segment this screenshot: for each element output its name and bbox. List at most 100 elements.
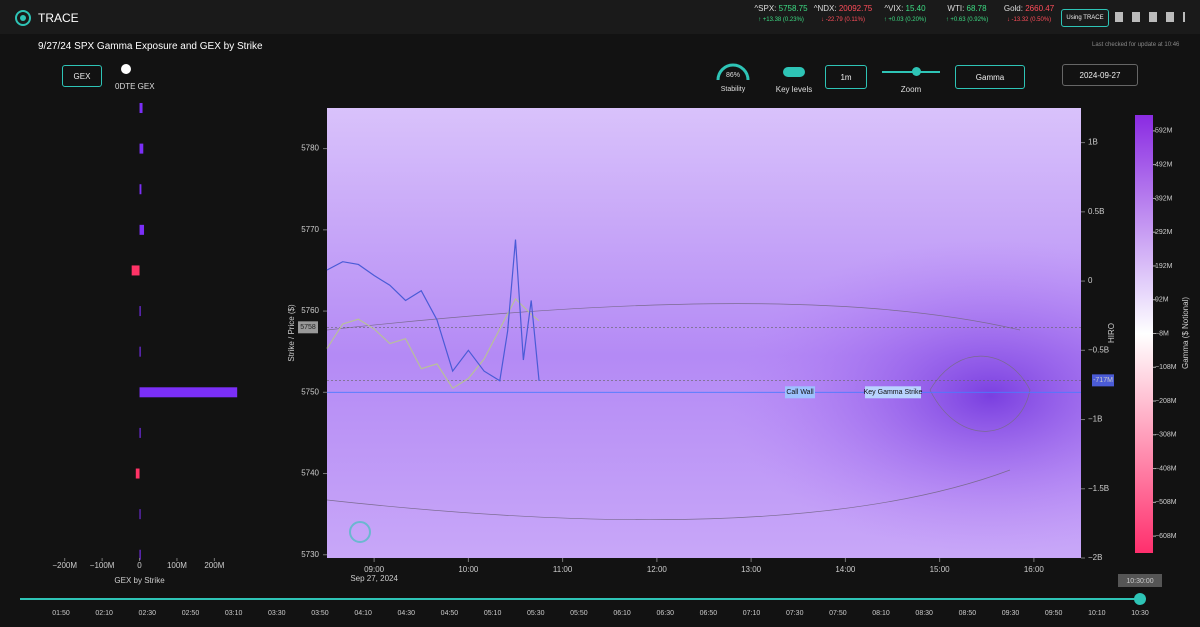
- y-tick-label: 5730: [301, 550, 319, 559]
- y2-tick-label: −1B: [1088, 415, 1102, 424]
- y-tick-label: 5750: [301, 387, 319, 396]
- colorbar: [1135, 115, 1153, 553]
- view-select[interactable]: Gamma: [955, 65, 1025, 89]
- gex-tick-label: 100M: [167, 561, 187, 570]
- timeline-label: 04:50: [441, 610, 459, 617]
- contours: [326, 303, 1031, 521]
- timeline-label: 02:50: [182, 610, 200, 617]
- hiro-line: [326, 239, 540, 382]
- key-gamma-box: [865, 386, 921, 399]
- colorbar-tick-label: 92M: [1155, 297, 1169, 304]
- gex-bar: [139, 224, 145, 235]
- timeline-label: 08:50: [959, 610, 977, 617]
- timeline-label: 05:10: [484, 610, 502, 617]
- date-input[interactable]: 2024-09-27: [1062, 64, 1138, 86]
- ticker-change: ↓ -13.32 (0.50%): [1006, 17, 1052, 23]
- x-tick-label: 09:00: [364, 565, 385, 574]
- icons[interactable]: [1115, 12, 1185, 22]
- timeline-label: 02:30: [139, 610, 157, 617]
- colorbar-tick-label: −308M: [1155, 432, 1177, 439]
- colorbar-label: Gamma ($ Notional): [1181, 297, 1190, 369]
- hiro-label: -717M: [1093, 377, 1113, 384]
- gex-tick-label: −100M: [90, 561, 115, 570]
- timeline-label: 06:10: [613, 610, 631, 617]
- gex-bar: [139, 427, 141, 438]
- colorbar-tick-label: −8M: [1155, 330, 1169, 337]
- interval-select[interactable]: 1m: [825, 65, 867, 89]
- key-levels-toggle[interactable]: [783, 67, 805, 77]
- gex-tick-label: −200M: [52, 561, 77, 570]
- y-tick-label: 5780: [301, 144, 319, 153]
- gex-bar: [139, 387, 238, 398]
- timeline-track[interactable]: [20, 598, 1140, 600]
- stability-label: Stability: [720, 86, 746, 93]
- gex-bar: [139, 184, 142, 195]
- timeline-label: 06:30: [656, 610, 674, 617]
- timeline-knob[interactable]: [1134, 593, 1146, 605]
- title: 9/27/24 SPX Gamma Exposure and GEX by St…: [38, 41, 263, 52]
- last-checked: Last checked for update at 10:46: [1092, 42, 1180, 48]
- toggle[interactable]: [121, 64, 131, 74]
- colorbar-tick-label: −508M: [1155, 499, 1177, 506]
- gex-tick-label: 200M: [204, 561, 224, 570]
- gex-bar: [135, 468, 140, 479]
- x-tick-label: 15:00: [930, 565, 951, 574]
- colorbar-tick-label: −608M: [1155, 533, 1177, 540]
- ticker-price: 15.40: [905, 4, 926, 13]
- y2-tick-label: −2B: [1088, 553, 1102, 562]
- toggle-label: 0DTE GEX: [115, 82, 155, 91]
- ticker-change: ↑ +0.03 (0.20%): [883, 17, 927, 23]
- timeline-label: 03:50: [311, 610, 329, 617]
- colorbar-tick-label: 392M: [1155, 195, 1173, 202]
- y2-tick-label: 1B: [1088, 138, 1098, 147]
- y-tick-label: 5770: [301, 225, 319, 234]
- timeline-label: 01:50: [52, 610, 70, 617]
- gex-bar: [131, 265, 140, 276]
- timeline-label: 10:10: [1088, 610, 1106, 617]
- colorbar-tick-label: −208M: [1155, 398, 1177, 405]
- gex-bar: [139, 509, 141, 520]
- timeline-current: 10:30:00: [1126, 578, 1153, 585]
- timeline-label: 07:10: [743, 610, 761, 617]
- ticker: ^VIX: 15.40 ↑ +0.03 (0.20%): [874, 4, 936, 23]
- ticker-change: ↑ +0.63 (0.92%): [945, 17, 989, 23]
- gex-label: GEX by Strike: [114, 576, 165, 585]
- call-wall-box: [785, 386, 815, 399]
- x-tick-label: 12:00: [647, 565, 668, 574]
- y2-tick-label: −1.5B: [1088, 484, 1109, 493]
- logo: [15, 10, 31, 26]
- top-bar: [0, 0, 1200, 34]
- x-tick-label: 13:00: [741, 565, 762, 574]
- timeline-label: 04:10: [354, 610, 372, 617]
- timeline-label: 08:10: [872, 610, 890, 617]
- price-box: [298, 321, 318, 334]
- zoom-knob[interactable]: [912, 67, 921, 76]
- ticker-name: Gold:: [1003, 4, 1023, 13]
- using-trace[interactable]: Using TRACE: [1061, 9, 1109, 27]
- timeline-label: 07:30: [786, 610, 804, 617]
- stability-gauge: [716, 63, 750, 81]
- ticker: Gold: 2660.47 ↓ -13.32 (0.50%): [998, 4, 1060, 23]
- colorbar-tick-label: 192M: [1155, 263, 1173, 270]
- gex-bar: [139, 549, 141, 560]
- key-levels-label: Key levels: [775, 85, 813, 94]
- ticker: ^SPX: 5758.75 ↑ +13.38 (0.23%): [750, 4, 812, 23]
- timeline-label: 03:30: [268, 610, 286, 617]
- ticker-name: ^SPX:: [754, 4, 777, 13]
- timeline-label: 09:50: [1045, 610, 1063, 617]
- colorbar-tick-label: −108M: [1155, 364, 1177, 371]
- timeline-label: 05:30: [527, 610, 545, 617]
- timeline-label: 04:30: [398, 610, 416, 617]
- zoom-slider[interactable]: [882, 71, 940, 73]
- timeline-label: 10:30: [1131, 610, 1149, 617]
- y2-tick-label: 0: [1088, 276, 1093, 285]
- heatmap-hotspot: [327, 108, 1081, 558]
- timeline-label: 05:50: [570, 610, 588, 617]
- x-tick-label: 11:00: [553, 565, 573, 574]
- colorbar-tick-label: −408M: [1155, 465, 1177, 472]
- gex-bar: [139, 103, 143, 113]
- mode-select[interactable]: GEX: [62, 65, 102, 87]
- ticker-name: ^NDX:: [813, 4, 837, 13]
- app-name: TRACE: [38, 11, 79, 25]
